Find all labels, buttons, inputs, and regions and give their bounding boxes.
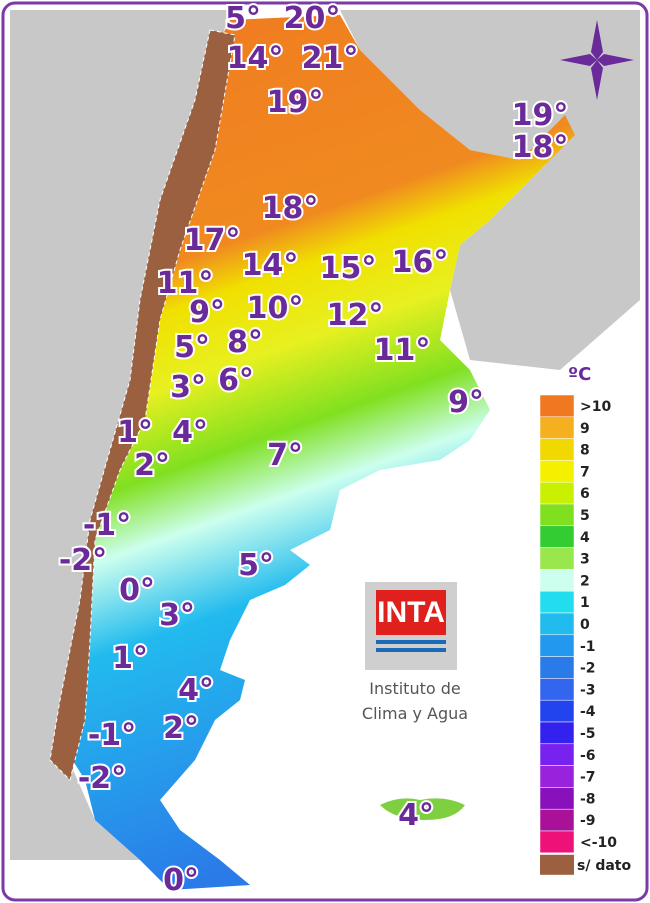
logo-caption: Instituto de <box>369 679 460 698</box>
temperature-label: 4° <box>398 798 434 833</box>
temperature-label: 2° <box>163 711 199 746</box>
legend-swatch <box>539 787 575 810</box>
temperature-label: 11° <box>157 266 214 301</box>
legend-label: 4 <box>580 530 590 546</box>
legend: >10 9 8 7 6 5 4 3 2 1 0 -1 -2 -3 -4 -5 -6 -7 -8 -9 <-10 s/ da… <box>539 394 631 875</box>
legend-label: -5 <box>580 726 596 742</box>
legend-swatch <box>539 569 575 592</box>
temperature-label: 3° <box>159 598 195 633</box>
legend-label: -9 <box>580 813 596 829</box>
temperature-label: 7° <box>267 438 303 473</box>
temperature-label: 21° <box>302 41 359 76</box>
labels: 5° 20°14° 21°19° 19°18°18°17°14° 15° 16°11°9°… <box>57 0 571 900</box>
temperature-label: 12° <box>327 298 384 333</box>
legend-swatch <box>539 830 575 854</box>
temperature-label: 5° <box>225 1 261 36</box>
legend-label: 3 <box>580 552 590 568</box>
temperature-label: 0° <box>163 863 199 898</box>
legend-label: 6 <box>580 486 590 502</box>
legend-label: <-10 <box>580 835 617 851</box>
legend-label: 5 <box>580 508 590 524</box>
temperature-label: 20° <box>284 1 341 36</box>
legend-label: 2 <box>580 573 590 589</box>
temperature-label: 14° <box>242 248 299 283</box>
temperature-label: 4° <box>172 415 208 450</box>
compass <box>560 20 634 100</box>
legend-swatch <box>539 656 575 679</box>
temperature-label: 4° <box>178 673 214 708</box>
temperature-label: -2° <box>78 761 126 796</box>
islands <box>380 798 465 820</box>
legend-swatch <box>539 416 575 439</box>
temperature-label: 16° <box>392 245 449 280</box>
land-east <box>340 10 640 370</box>
legend-label: s/ dato <box>577 858 631 874</box>
temperature-label: 17° <box>184 223 241 258</box>
legend-label: -4 <box>580 704 596 720</box>
temperature-label: 18° <box>262 191 319 226</box>
legend-title: ºC <box>568 364 591 385</box>
logo: INTA Instituto de Clima y Agua <box>362 582 468 723</box>
legend-swatch <box>539 678 575 701</box>
temperature-label: 0° <box>119 573 155 608</box>
temperature-label: 15° <box>320 251 377 286</box>
legend-label: >10 <box>580 399 611 415</box>
temperature-label: 3° <box>170 370 206 405</box>
temperature-label: 9° <box>189 295 225 330</box>
temperature-label: -1° <box>83 508 131 543</box>
legend-swatch <box>539 699 575 723</box>
temperature-label: 19° <box>267 85 324 120</box>
temperature-label: 5° <box>238 548 274 583</box>
temperature-label: 19° <box>512 98 569 133</box>
legend-swatch <box>539 438 575 461</box>
legend-swatch <box>539 503 575 527</box>
temperature-label: 1° <box>112 641 148 676</box>
legend-swatch <box>539 634 575 657</box>
logo-text: INTA <box>377 596 445 629</box>
legend-label: 0 <box>580 617 590 633</box>
legend-label: 1 <box>580 595 590 611</box>
temperature-label: 18° <box>512 130 569 165</box>
temperature-label: 1° <box>117 415 153 450</box>
legend-swatch <box>539 394 575 418</box>
legend-swatch <box>539 612 575 636</box>
temperature-label: 9° <box>448 385 484 420</box>
legend-swatch <box>539 481 575 505</box>
temperature-label: 5° <box>174 330 210 365</box>
legend-label: 8 <box>580 443 590 459</box>
legend-swatch <box>539 808 575 832</box>
legend-label: -7 <box>580 770 596 786</box>
legend-swatch <box>539 525 575 548</box>
legend-label: 7 <box>580 464 590 480</box>
no-data-strip <box>49 29 236 781</box>
legend-swatch <box>539 765 575 788</box>
legend-label: -2 <box>580 661 596 677</box>
legend-swatch <box>539 721 575 745</box>
temperature-label: 14° <box>227 41 284 76</box>
legend-label: -1 <box>580 639 596 655</box>
temperature-label: 8° <box>227 325 263 360</box>
temperature-label: 10° <box>247 291 304 326</box>
temperature-label: 2° <box>134 448 170 483</box>
legend-swatch <box>539 547 575 570</box>
legend-label: -3 <box>580 682 596 698</box>
temperature-label: -2° <box>59 543 107 578</box>
legend-label: -8 <box>580 791 596 807</box>
logo-caption: Clima y Agua <box>362 704 468 723</box>
legend-label: -6 <box>580 748 596 764</box>
temperature-label: 6° <box>218 363 254 398</box>
legend-swatch <box>540 854 574 875</box>
temperature-label: -1° <box>88 718 136 753</box>
legend-swatch <box>539 743 575 766</box>
legend-label: 9 <box>580 421 590 437</box>
legend-swatch <box>539 590 575 614</box>
legend-swatch <box>539 460 575 483</box>
temperature-label: 11° <box>374 333 431 368</box>
